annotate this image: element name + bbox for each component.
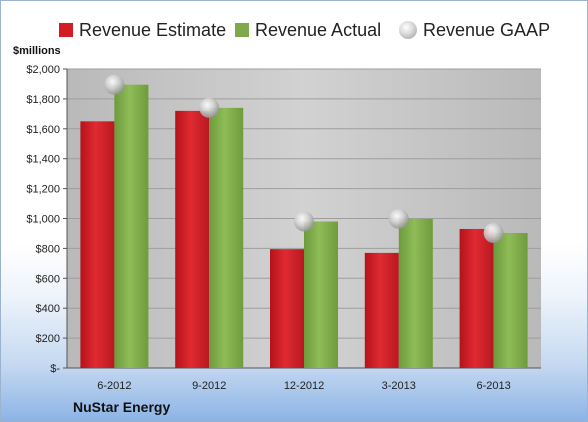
y-tick-label: $600 bbox=[36, 273, 60, 285]
legend-marker-revenue-gaap bbox=[399, 21, 417, 39]
bar-revenue-estimate bbox=[270, 249, 304, 368]
bar-revenue-actual bbox=[209, 107, 244, 369]
y-tick-label: $200 bbox=[36, 333, 60, 345]
legend-label-revenue-estimate: Revenue Estimate bbox=[79, 19, 227, 40]
marker-revenue-gaap bbox=[483, 223, 504, 244]
x-tick-label: 3-2013 bbox=[382, 380, 416, 392]
marker-revenue-gaap bbox=[199, 97, 220, 118]
marker-revenue-gaap bbox=[104, 74, 125, 95]
y-tick-label: $1,800 bbox=[26, 94, 60, 106]
bar-revenue-estimate bbox=[175, 110, 210, 369]
legend-item-revenue-estimate: Revenue Estimate bbox=[59, 15, 226, 45]
y-tick-label: $400 bbox=[36, 303, 60, 315]
bar-revenue-actual bbox=[304, 221, 338, 368]
y-tick-label: $- bbox=[50, 363, 60, 375]
bar-revenue-actual bbox=[398, 218, 433, 368]
legend-label-revenue-actual: Revenue Actual bbox=[255, 19, 382, 40]
y-tick-label: $1,600 bbox=[26, 124, 60, 136]
company-name: NuStar Energy bbox=[73, 399, 171, 415]
legend-item-revenue-gaap: Revenue GAAP bbox=[399, 15, 550, 45]
marker-revenue-gaap bbox=[294, 211, 314, 232]
legend-swatch-revenue-actual bbox=[235, 23, 249, 37]
legend-item-revenue-actual: Revenue Actual bbox=[235, 15, 381, 45]
y-tick-label: $1,000 bbox=[26, 214, 60, 226]
bar-revenue-estimate bbox=[80, 121, 115, 368]
bar-revenue-estimate bbox=[459, 228, 494, 368]
y-axis-unit-label: $millions bbox=[13, 45, 61, 57]
bar-revenue-actual bbox=[493, 233, 528, 368]
x-tick-label: 12-2012 bbox=[284, 380, 324, 392]
legend-label-revenue-gaap: Revenue GAAP bbox=[423, 19, 551, 40]
legend: Revenue Estimate Revenue Actual Revenue … bbox=[1, 15, 587, 45]
marker-revenue-gaap bbox=[388, 208, 409, 229]
x-tick-label: 6-2012 bbox=[97, 380, 131, 392]
x-tick-label: 9-2012 bbox=[192, 380, 226, 392]
bar-revenue-actual bbox=[114, 84, 149, 368]
x-tick-label: 6-2013 bbox=[476, 380, 510, 392]
y-tick-label: $1,200 bbox=[26, 184, 60, 196]
y-tick-label: $800 bbox=[36, 243, 60, 255]
bar-revenue-estimate bbox=[364, 252, 399, 368]
y-tick-label: $1,400 bbox=[26, 154, 60, 166]
legend-swatch-revenue-estimate bbox=[59, 23, 73, 37]
y-tick-label: $2,000 bbox=[26, 64, 60, 76]
